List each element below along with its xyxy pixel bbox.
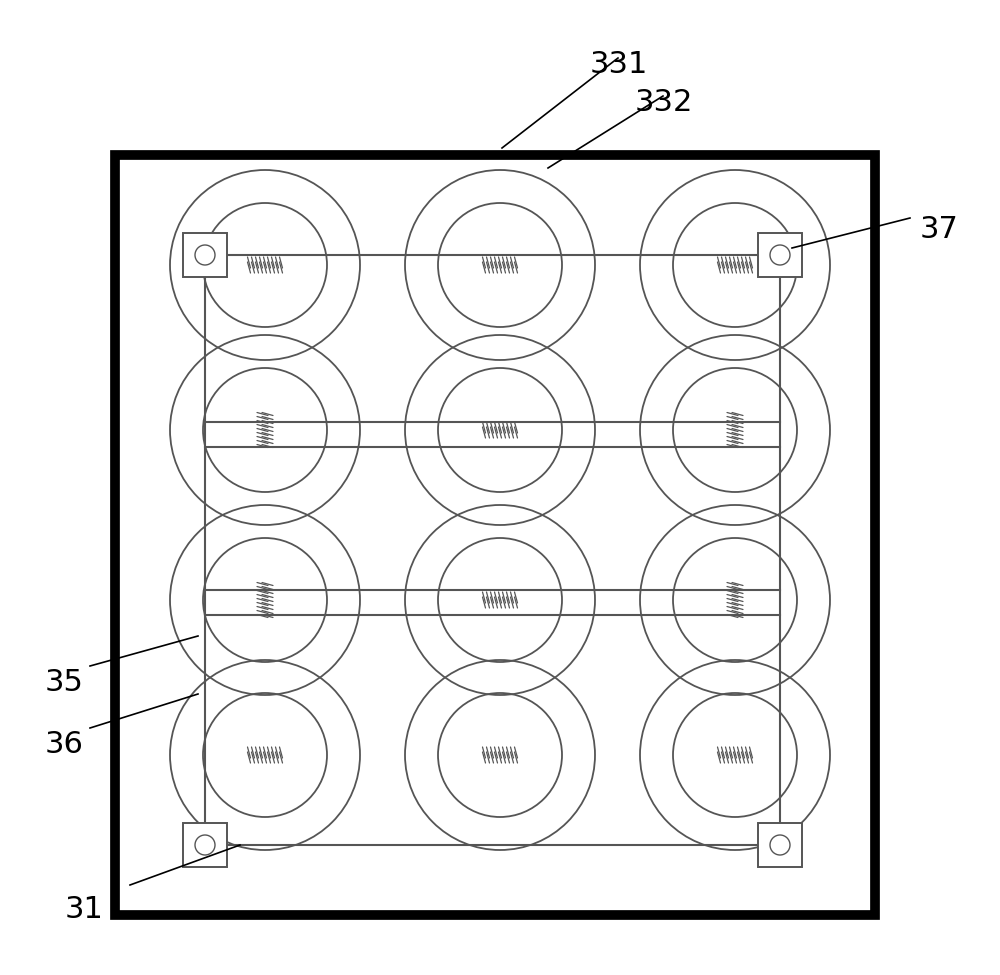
Text: 35: 35 — [45, 668, 84, 697]
Circle shape — [195, 835, 215, 855]
Bar — [758, 233, 802, 277]
Bar — [183, 233, 227, 277]
Circle shape — [195, 245, 215, 265]
Text: 332: 332 — [635, 88, 693, 117]
Bar — [205, 255, 780, 845]
Bar — [183, 823, 227, 867]
Bar — [115, 155, 875, 915]
Circle shape — [770, 245, 790, 265]
Text: 31: 31 — [65, 895, 104, 924]
Circle shape — [770, 835, 790, 855]
Text: 331: 331 — [590, 50, 648, 79]
Bar — [758, 823, 802, 867]
Text: 36: 36 — [45, 730, 84, 759]
Text: 37: 37 — [920, 215, 959, 244]
